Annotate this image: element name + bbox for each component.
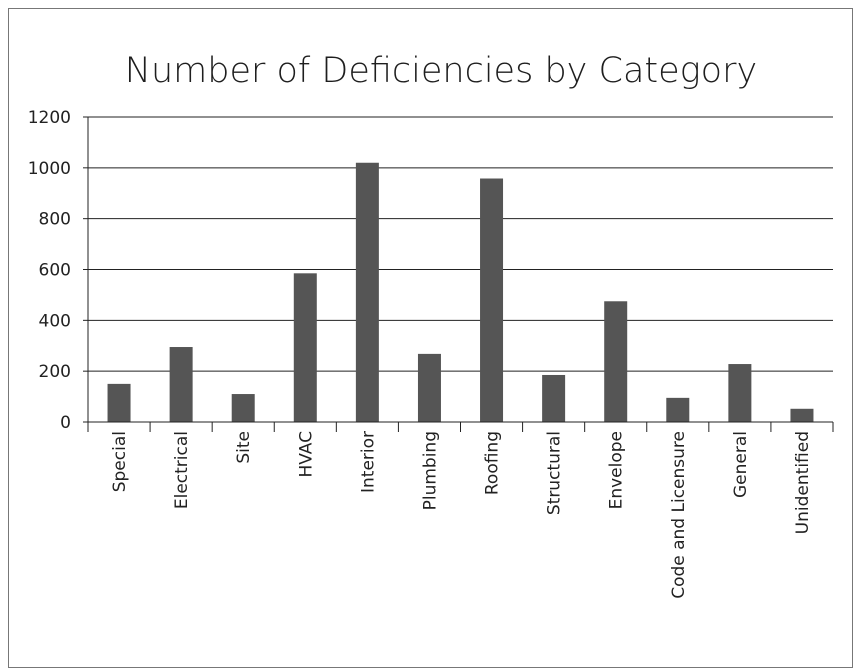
bar-site <box>231 394 255 422</box>
x-category-label: Envelope <box>607 431 627 509</box>
x-category-label: Unidentified <box>793 431 813 534</box>
gridlines <box>88 116 833 372</box>
x-category-label: HVAC <box>296 431 316 478</box>
x-category-label: Structural <box>545 431 565 515</box>
y-axis: 0 200 400 600 800 1000 1200 <box>28 108 89 433</box>
y-tick-label: 600 <box>39 261 71 281</box>
x-category-label: Roofing <box>483 431 503 495</box>
y-tick-label: 400 <box>39 311 71 331</box>
chart-title: Number of Deficiencies by Category <box>125 51 757 91</box>
x-category-label: General <box>731 431 751 498</box>
bar-special <box>107 383 131 422</box>
bar-plumbing <box>417 353 441 422</box>
y-tick-label: 200 <box>39 362 71 382</box>
x-category-label: Electrical <box>172 431 192 509</box>
bar-roofing <box>480 178 504 422</box>
bar-chart: Number of Deficiencies by Category 0 200 4… <box>28 51 834 599</box>
y-tick-label: 0 <box>60 413 71 433</box>
x-category-label: Plumbing <box>420 431 440 510</box>
x-category-label: Interior <box>358 431 378 493</box>
x-category-label: Code and Licensure <box>669 431 689 599</box>
x-category-label: Site <box>234 431 254 464</box>
bar-envelope <box>604 301 628 422</box>
bar-hvac <box>293 273 317 422</box>
y-tick-label: 800 <box>39 210 71 230</box>
y-tick-label: 1000 <box>28 159 71 179</box>
bar-general <box>728 364 752 422</box>
bars <box>107 162 814 422</box>
x-axis: Special Electrical Site HVAC Interior Plumbin… <box>88 421 834 599</box>
bar-structural <box>542 374 566 422</box>
y-tick-label: 1200 <box>28 108 71 128</box>
x-category-label: Special <box>110 431 130 492</box>
bar-electrical <box>169 347 193 422</box>
bar-unidentified <box>790 408 814 422</box>
bar-interior <box>355 162 379 422</box>
bar-code-and-licensure <box>666 397 690 422</box>
